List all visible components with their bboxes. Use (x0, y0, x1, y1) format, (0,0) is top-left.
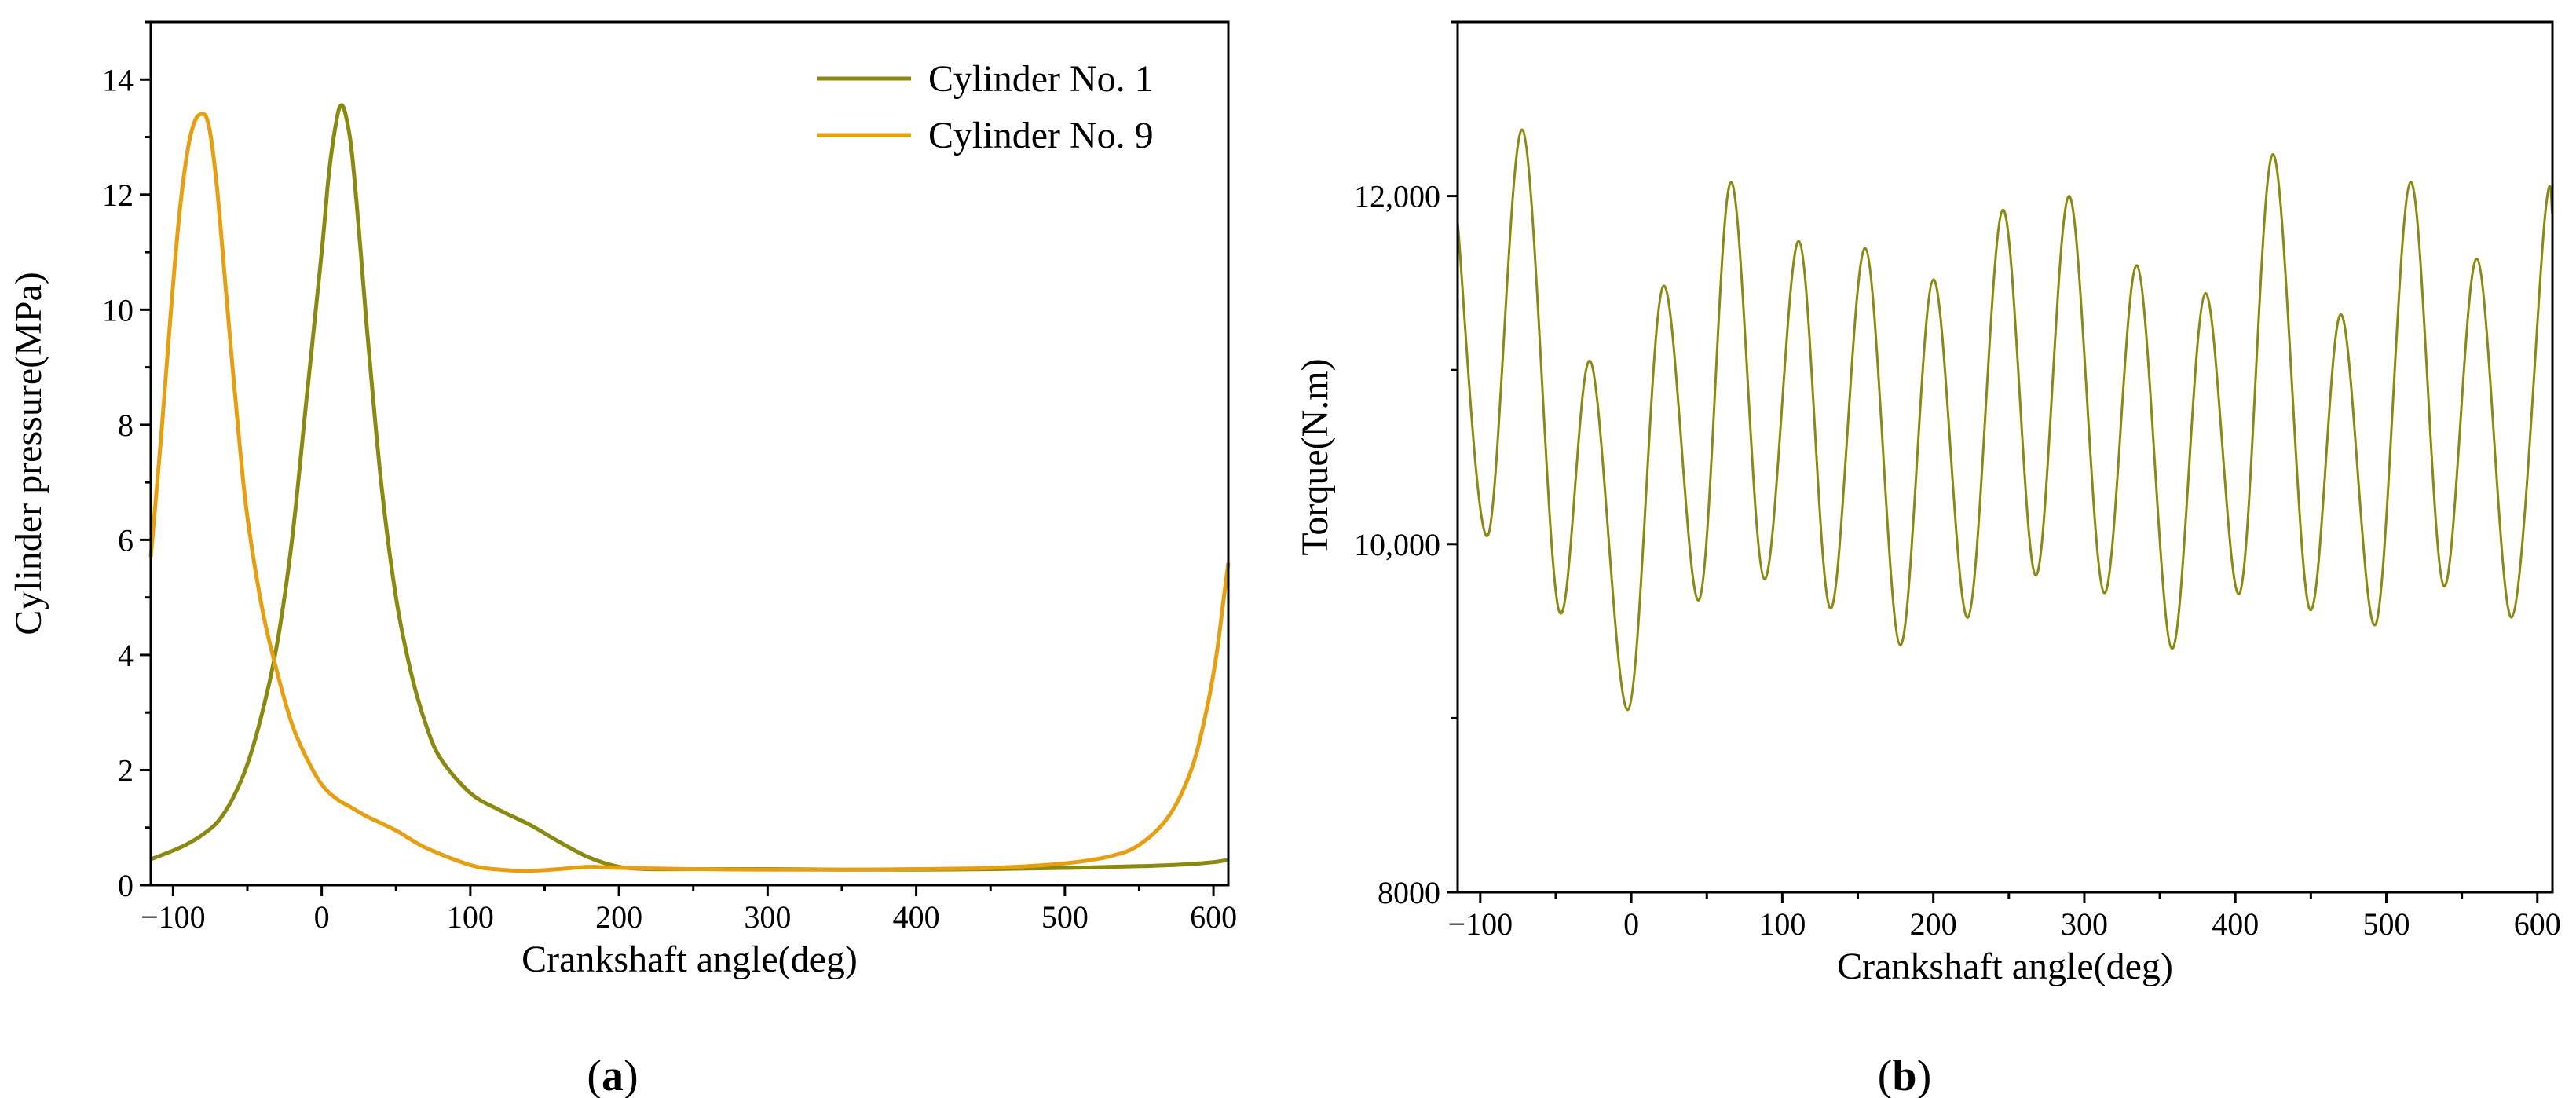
x-tick-label: 400 (893, 899, 940, 935)
caption-a-letter: a (602, 1052, 624, 1098)
panel-b-plot-frame (1456, 20, 2554, 894)
legend: Cylinder No. 1 Cylinder No. 9 (817, 58, 1154, 156)
legend-label-cylinder-9: Cylinder No. 9 (928, 115, 1154, 156)
y-tick-label: 6 (118, 522, 134, 558)
y-tick-label: 8 (118, 408, 134, 443)
x-tick-label: 200 (595, 899, 642, 935)
panel-b: −100 0 100 200 300 400 500 600 8000 10,000 12,000… (1294, 20, 2561, 1098)
caption-b-open-paren: ( (1878, 1052, 1893, 1098)
caption-b-letter: b (1892, 1052, 1916, 1098)
panel-a-y-axis-title: Cylinder pressure(MPa) (8, 272, 49, 635)
x-tick-label: 200 (1910, 906, 1957, 942)
legend-label-cylinder-1: Cylinder No. 1 (928, 58, 1154, 100)
panel-b-y-axis-title: Torque(N.m) (1294, 358, 1336, 555)
panel-a-y-tick-labels: 0 2 4 6 8 10 12 14 (102, 62, 134, 903)
x-tick-label: 100 (447, 899, 494, 935)
x-tick-label: 300 (744, 899, 791, 935)
x-tick-label: 0 (1623, 906, 1639, 942)
panel-a-plot-frame (149, 20, 1230, 887)
caption-a-close-paren: ) (624, 1052, 639, 1098)
x-tick-label: 400 (2212, 906, 2259, 942)
panel-b-ticks (1447, 20, 2539, 903)
y-tick-label: 12,000 (1354, 179, 1440, 214)
panel-b-y-tick-labels: 8000 10,000 12,000 (1354, 179, 1440, 910)
y-tick-label: 12 (102, 178, 134, 213)
y-tick-label: 10,000 (1354, 527, 1440, 562)
y-tick-label: 4 (118, 638, 134, 673)
caption-a: (a) (587, 1052, 638, 1098)
series-line-cylinder-9 (148, 112, 1231, 873)
x-tick-label: 0 (314, 899, 330, 935)
x-tick-label: 600 (2514, 906, 2561, 942)
caption-b-close-paren: ) (1917, 1052, 1932, 1098)
panel-a-lines (148, 103, 1231, 873)
panel-b-x-tick-labels: −100 0 100 200 300 400 500 600 (1448, 906, 2561, 942)
y-tick-label: 14 (102, 62, 134, 97)
caption-b: (b) (1878, 1052, 1931, 1098)
panel-b-x-axis-title: Crankshaft angle(deg) (1837, 946, 2173, 987)
caption-a-open-paren: ( (587, 1052, 602, 1098)
x-tick-label: −100 (1448, 906, 1513, 942)
panel-b-lines (1456, 128, 2554, 711)
x-tick-label: −100 (141, 899, 206, 935)
panel-a-x-axis-title: Crankshaft angle(deg) (521, 939, 858, 980)
y-tick-label: 8000 (1378, 875, 1440, 910)
x-tick-label: 300 (2061, 906, 2108, 942)
panel-a-x-tick-labels: −100 0 100 200 300 400 500 600 (141, 899, 1237, 935)
x-tick-label: 500 (2362, 906, 2410, 942)
y-tick-label: 10 (102, 292, 134, 328)
series-line-cylinder-1 (150, 103, 1229, 872)
x-tick-label: 100 (1758, 906, 1806, 942)
series-line-torque (1456, 128, 2554, 711)
x-tick-label: 500 (1041, 899, 1089, 935)
y-tick-label: 2 (118, 752, 134, 788)
x-tick-label: 600 (1190, 899, 1237, 935)
y-tick-label: 0 (118, 868, 134, 903)
